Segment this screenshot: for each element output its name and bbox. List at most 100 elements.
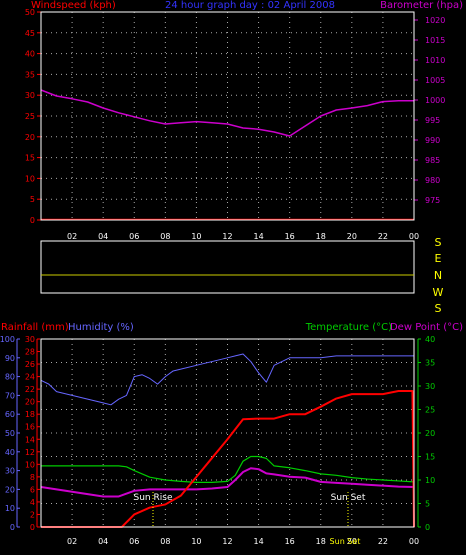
temperature-line [41,455,415,483]
middle-panel: S E N W S [40,236,444,315]
temperature-tick-label: 10 [425,476,435,485]
top-x-tick-label: 22 [378,232,388,241]
rainfall-tick-label: 28 [25,348,35,357]
rainfall-tick-label: 24 [25,373,35,382]
humidity-tick-label: 90 [5,354,15,363]
windspeed-tick-label: 35 [25,70,35,79]
bottom-x-tick-label: 20 [347,537,357,546]
bottom-x-tick-label: 02 [67,537,77,546]
dewpoint-axis-title: Dew Point (°C) [390,322,463,333]
rainfall-tick-label: 0 [30,523,35,532]
bottom-x-tick-label: 04 [98,537,108,546]
temperature-tick-label: 0 [425,523,430,532]
top-x-tick-label: 16 [285,232,295,241]
barometer-tick-label: 1005 [425,76,445,85]
barometer-tick-label: 975 [425,196,440,205]
rainfall-tick-label: 8 [30,473,35,482]
top-x-tick-label: 14 [253,232,263,241]
humidity-tick-label: 100 [0,335,15,344]
rainfall-tick-label: 6 [30,485,35,494]
top-x-tick-label: 06 [129,232,139,241]
humidity-tick-label: 30 [5,467,15,476]
rainfall-tick-label: 26 [25,360,35,369]
rainfall-tick-label: 2 [30,510,35,519]
humidity-tick-label: 40 [5,448,15,457]
temperature-tick-label: 35 [425,359,435,368]
rainfall-tick-label: 22 [25,385,35,394]
rainfall-axis-title: Rainfall (mm) [1,322,69,333]
barometer-tick-label: 985 [425,156,440,165]
bottom-x-tick-label: 14 [253,537,263,546]
bottom-x-tick-label: 16 [285,537,295,546]
humidity-tick-label: 10 [5,504,15,513]
compass-label-n: N [434,269,442,282]
rainfall-line [41,390,415,528]
temperature-tick-label: 20 [425,429,435,438]
temperature-tick-label: 40 [425,335,435,344]
top-x-tick-label: 18 [316,232,326,241]
windspeed-tick-label: 50 [25,8,35,17]
windspeed-tick-label: 10 [25,174,35,183]
bottom-x-tick-label: 18 [316,537,326,546]
top-x-tick-label: 12 [222,232,232,241]
top-x-tick-label: 10 [191,232,201,241]
windspeed-tick-label: 5 [30,195,35,204]
sunrise-label: Sun Rise [134,493,173,503]
barometer-tick-label: 980 [425,176,440,185]
top-x-tick-label: 20 [347,232,357,241]
barometer-tick-label: 1020 [425,16,445,25]
temperature-tick-label: 30 [425,382,435,391]
windspeed-tick-label: 25 [25,112,35,121]
humidity-tick-label: 50 [5,429,15,438]
top-x-tick-label: 04 [98,232,108,241]
rainfall-tick-label: 16 [25,423,35,432]
rainfall-tick-label: 30 [25,335,35,344]
dewpoint-line [40,467,415,498]
top-x-tick-label: 02 [67,232,77,241]
windspeed-tick-label: 30 [25,91,35,100]
bottom-plot-frame [40,338,415,528]
top-plot-frame [40,11,415,221]
top-x-tick-label: 08 [160,232,170,241]
bottom-x-tick-label: 00 [409,537,419,546]
bottom-x-tick-label: 10 [191,537,201,546]
compass-label-e: E [435,252,442,265]
compass-label-w: W [433,286,444,299]
sunset-time-label: Sun Set [330,537,361,546]
rainfall-tick-label: 18 [25,410,35,419]
barometer-axis-title: Barometer (hpa) [380,0,463,11]
humidity-axis-title: Humidity (%) [68,322,134,333]
rainfall-tick-label: 12 [25,448,35,457]
windspeed-axis-title: Windspeed (kph) [31,0,116,11]
rainfall-tick-label: 14 [25,435,35,444]
barometer-tick-label: 1000 [425,96,445,105]
rainfall-tick-label: 20 [25,398,35,407]
barometer-tick-label: 990 [425,136,440,145]
rainfall-tick-label: 4 [30,498,35,507]
temperature-tick-label: 25 [425,406,435,415]
barometer-line [40,89,414,137]
bottom-x-tick-label: 06 [129,537,139,546]
humidity-tick-label: 70 [5,391,15,400]
temperature-tick-label: 5 [425,500,430,509]
rainfall-tick-label: 10 [25,460,35,469]
windspeed-tick-label: 40 [25,50,35,59]
humidity-tick-label: 80 [5,373,15,382]
bottom-x-tick-label: 12 [222,537,232,546]
windspeed-tick-label: 0 [30,216,35,225]
bottom-x-tick-label: 08 [160,537,170,546]
bottom-x-tick-label: 22 [378,537,388,546]
top-x-tick-label: 00 [409,232,419,241]
temperature-tick-label: 15 [425,453,435,462]
barometer-tick-label: 1015 [425,36,445,45]
compass-label-s1: S [435,236,442,249]
windspeed-tick-label: 45 [25,29,35,38]
graph-date-title: 24 hour graph day : 02 April 2008 [165,0,335,11]
sunset-label: Sun Set [331,493,366,503]
barometer-tick-label: 1010 [425,56,445,65]
compass-label-s2: S [435,302,442,315]
humidity-tick-label: 0 [10,523,15,532]
windspeed-tick-label: 15 [25,154,35,163]
